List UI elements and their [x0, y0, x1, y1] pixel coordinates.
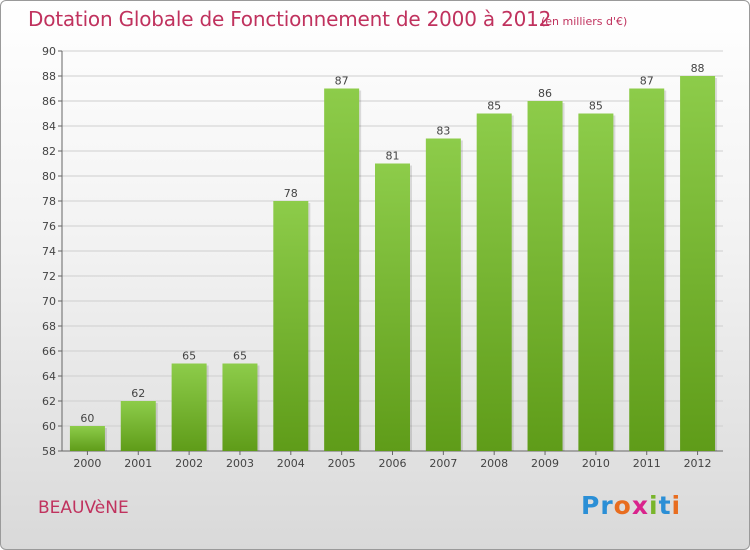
- bar-2008: [476, 113, 512, 451]
- x-tick-label: 2009: [531, 457, 559, 470]
- value-label: 65: [233, 350, 247, 363]
- x-tick-label: 2008: [480, 457, 508, 470]
- y-tick-label: 78: [42, 195, 56, 208]
- y-tick-label: 62: [42, 395, 56, 408]
- x-tick-label: 2007: [429, 457, 457, 470]
- y-tick-label: 70: [42, 295, 56, 308]
- y-tick-label: 72: [42, 270, 56, 283]
- y-tick-label: 88: [42, 70, 56, 83]
- value-label: 78: [284, 187, 298, 200]
- bar-2003: [222, 363, 258, 451]
- value-label: 87: [640, 75, 654, 88]
- chart-unit: (en milliers d'€): [541, 15, 628, 28]
- commune-name: BEAUVèNE: [38, 498, 129, 518]
- y-tick-label: 74: [42, 245, 56, 258]
- x-tick-label: 2006: [379, 457, 407, 470]
- value-label: 88: [691, 62, 705, 75]
- x-tick-label: 2004: [277, 457, 305, 470]
- bar-2007: [425, 138, 461, 451]
- brand-letter: P: [581, 491, 601, 520]
- y-tick-label: 58: [42, 445, 56, 458]
- value-label: 81: [386, 150, 400, 163]
- x-tick-label: 2000: [73, 457, 101, 470]
- x-tick-label: 2011: [633, 457, 661, 470]
- bar-2001: [120, 401, 156, 451]
- y-tick-label: 76: [42, 220, 56, 233]
- brand-letter: r: [600, 491, 614, 520]
- bar-2005: [324, 88, 360, 451]
- brand-letter: x: [631, 491, 649, 520]
- x-tick-label: 2002: [175, 457, 203, 470]
- value-label: 62: [131, 387, 145, 400]
- y-tick-label: 86: [42, 95, 56, 108]
- y-tick-label: 66: [42, 345, 56, 358]
- y-tick-label: 82: [42, 145, 56, 158]
- bar-2009: [527, 101, 563, 451]
- y-tick-label: 60: [42, 420, 56, 433]
- y-tick-label: 68: [42, 320, 56, 333]
- brand-letter: t: [658, 491, 672, 520]
- value-label: 60: [80, 412, 94, 425]
- value-label: 85: [487, 100, 501, 113]
- y-tick-label: 64: [42, 370, 56, 383]
- x-tick-label: 2001: [124, 457, 152, 470]
- x-tick-label: 2012: [684, 457, 712, 470]
- bar-2012: [680, 76, 716, 451]
- brand-letter: i: [649, 491, 659, 520]
- x-tick-label: 2005: [328, 457, 356, 470]
- value-label: 83: [436, 125, 450, 138]
- chart-title: Dotation Globale de Fonctionnement de 20…: [28, 7, 552, 31]
- brand-letter: o: [613, 491, 632, 520]
- value-label: 86: [538, 87, 552, 100]
- y-tick-label: 80: [42, 170, 56, 183]
- bar-2011: [629, 88, 665, 451]
- value-label: 85: [589, 100, 603, 113]
- bar-2004: [273, 201, 309, 451]
- brand-letter: i: [671, 491, 682, 520]
- x-tick-label: 2010: [582, 457, 610, 470]
- bar-2002: [171, 363, 207, 451]
- y-tick-label: 90: [42, 45, 56, 58]
- y-tick-label: 84: [42, 120, 56, 133]
- bar-2006: [375, 163, 410, 451]
- brand-logo: Proxiti: [581, 491, 681, 520]
- bar-2000: [69, 426, 105, 451]
- bar-2010: [578, 113, 614, 451]
- value-label: 65: [182, 350, 196, 363]
- x-tick-label: 2003: [226, 457, 254, 470]
- value-label: 87: [335, 75, 349, 88]
